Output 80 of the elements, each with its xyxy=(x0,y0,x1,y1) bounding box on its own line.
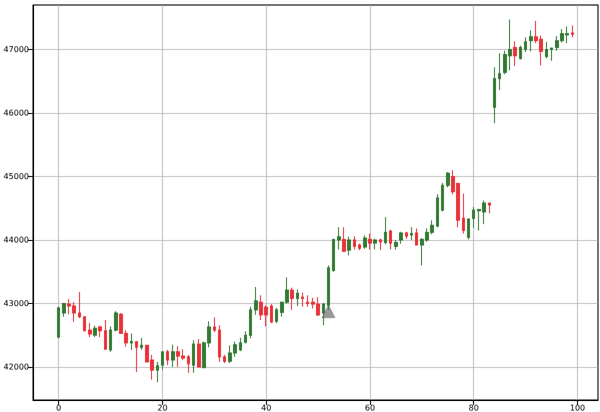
candlestick xyxy=(322,302,325,326)
candlestick xyxy=(114,310,118,332)
candlestick xyxy=(296,289,299,307)
candlestick xyxy=(78,292,81,319)
candlestick xyxy=(332,238,335,272)
candlestick xyxy=(290,287,294,310)
candlestick xyxy=(327,264,330,310)
candlestick xyxy=(254,286,258,316)
candlestick xyxy=(347,236,351,256)
candlestick xyxy=(223,354,226,364)
candlestick xyxy=(519,45,522,60)
y-tick-label: 43000 xyxy=(4,298,29,308)
candlestick xyxy=(394,239,398,250)
candlestick xyxy=(83,316,86,332)
candlestick xyxy=(156,361,159,383)
candlestick xyxy=(93,325,97,338)
candlestick xyxy=(368,233,372,250)
candlestick xyxy=(98,325,102,338)
candlestick xyxy=(446,172,450,188)
candlestick xyxy=(213,316,216,333)
candlestick xyxy=(389,229,392,250)
candlestick xyxy=(135,340,138,373)
candlestick xyxy=(275,307,278,324)
candlestick xyxy=(130,332,133,350)
candlestick xyxy=(140,337,143,350)
candlestick xyxy=(405,231,408,240)
candlestick xyxy=(524,36,527,52)
candlestick xyxy=(342,226,346,253)
y-tick-label: 45000 xyxy=(4,172,29,181)
candlestick xyxy=(166,349,169,366)
candlestick xyxy=(488,202,491,214)
candlestick xyxy=(545,41,548,59)
candlestick xyxy=(57,306,60,339)
candlestick xyxy=(529,30,533,52)
candlestick xyxy=(197,338,201,368)
candlestick xyxy=(571,24,574,38)
candlestick xyxy=(161,351,164,371)
candlestick xyxy=(467,218,470,240)
candlestick xyxy=(301,292,304,308)
candlestick xyxy=(415,228,418,246)
candlestick xyxy=(306,294,309,308)
candlestick xyxy=(109,326,112,352)
x-tick-label: 100 xyxy=(570,404,586,412)
candlestick xyxy=(62,302,66,318)
candlestick xyxy=(270,304,273,324)
candlestick xyxy=(462,193,465,234)
candlestick xyxy=(379,238,382,251)
x-tick-label: 80 xyxy=(468,404,479,412)
candlestick xyxy=(410,226,413,240)
candlestick xyxy=(498,52,501,91)
candlestick xyxy=(192,340,195,374)
candlestick xyxy=(436,194,439,228)
x-tick-label: 40 xyxy=(261,404,272,412)
candlestick xyxy=(384,216,387,245)
candlestick xyxy=(513,40,517,66)
candlestick xyxy=(88,322,92,338)
candlestick xyxy=(171,344,175,368)
x-tick-label: 20 xyxy=(157,404,168,412)
candlestick xyxy=(239,337,242,352)
candlestick xyxy=(493,66,496,124)
candlestick xyxy=(218,324,221,362)
candlestick xyxy=(373,238,377,250)
candlestick xyxy=(472,206,475,228)
candlestick xyxy=(104,319,107,350)
x-tick-label: 60 xyxy=(364,404,376,412)
candlestick xyxy=(187,354,190,374)
y-tick-label: 46000 xyxy=(4,108,29,118)
candlestick xyxy=(249,306,252,339)
x-tick-label: 0 xyxy=(56,404,62,412)
candlestick xyxy=(358,243,361,251)
y-tick-label: 44000 xyxy=(4,235,29,244)
candlestick xyxy=(337,226,341,250)
y-tick-label: 47000 xyxy=(4,44,29,54)
y-tick-label: 42000 xyxy=(4,362,29,372)
candlestick xyxy=(550,47,553,62)
candlestick xyxy=(353,236,356,250)
candlestick xyxy=(244,330,247,344)
candlestick xyxy=(399,231,403,244)
candlestick xyxy=(363,235,367,250)
candlestick xyxy=(441,182,444,212)
